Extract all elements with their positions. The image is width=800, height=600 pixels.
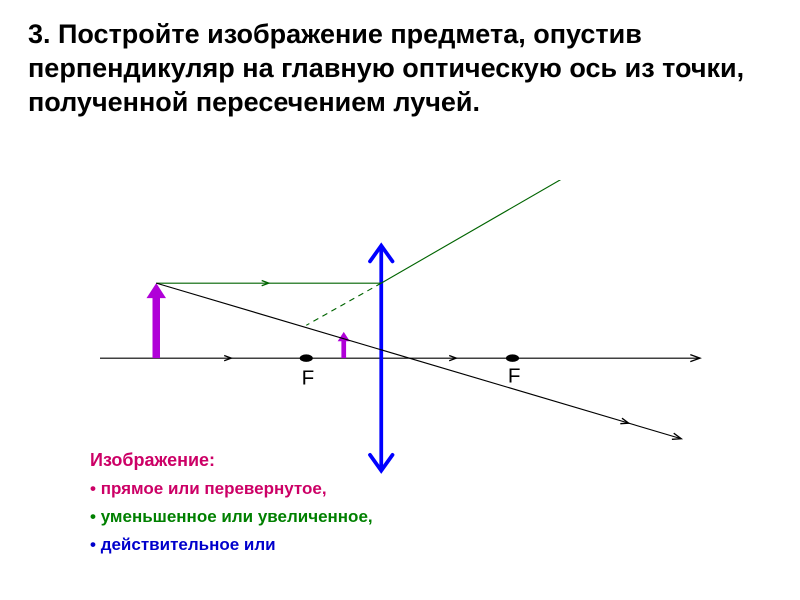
optics-diagram: FF	[80, 180, 720, 480]
image-characteristics: Изображение: прямое или перевернутое, уме…	[90, 450, 373, 563]
bullet-item: прямое или перевернутое,	[90, 479, 373, 499]
svg-text:F: F	[508, 365, 521, 388]
instruction-title: 3. Постройте изображение предмета, опуст…	[28, 18, 772, 119]
bullet-item: уменьшенное или увеличенное,	[90, 507, 373, 527]
image-label: Изображение:	[90, 450, 373, 471]
svg-text:F: F	[302, 366, 315, 389]
bullet-item: действительное или	[90, 535, 373, 555]
image-bullets: прямое или перевернутое, уменьшенное или …	[90, 479, 373, 555]
